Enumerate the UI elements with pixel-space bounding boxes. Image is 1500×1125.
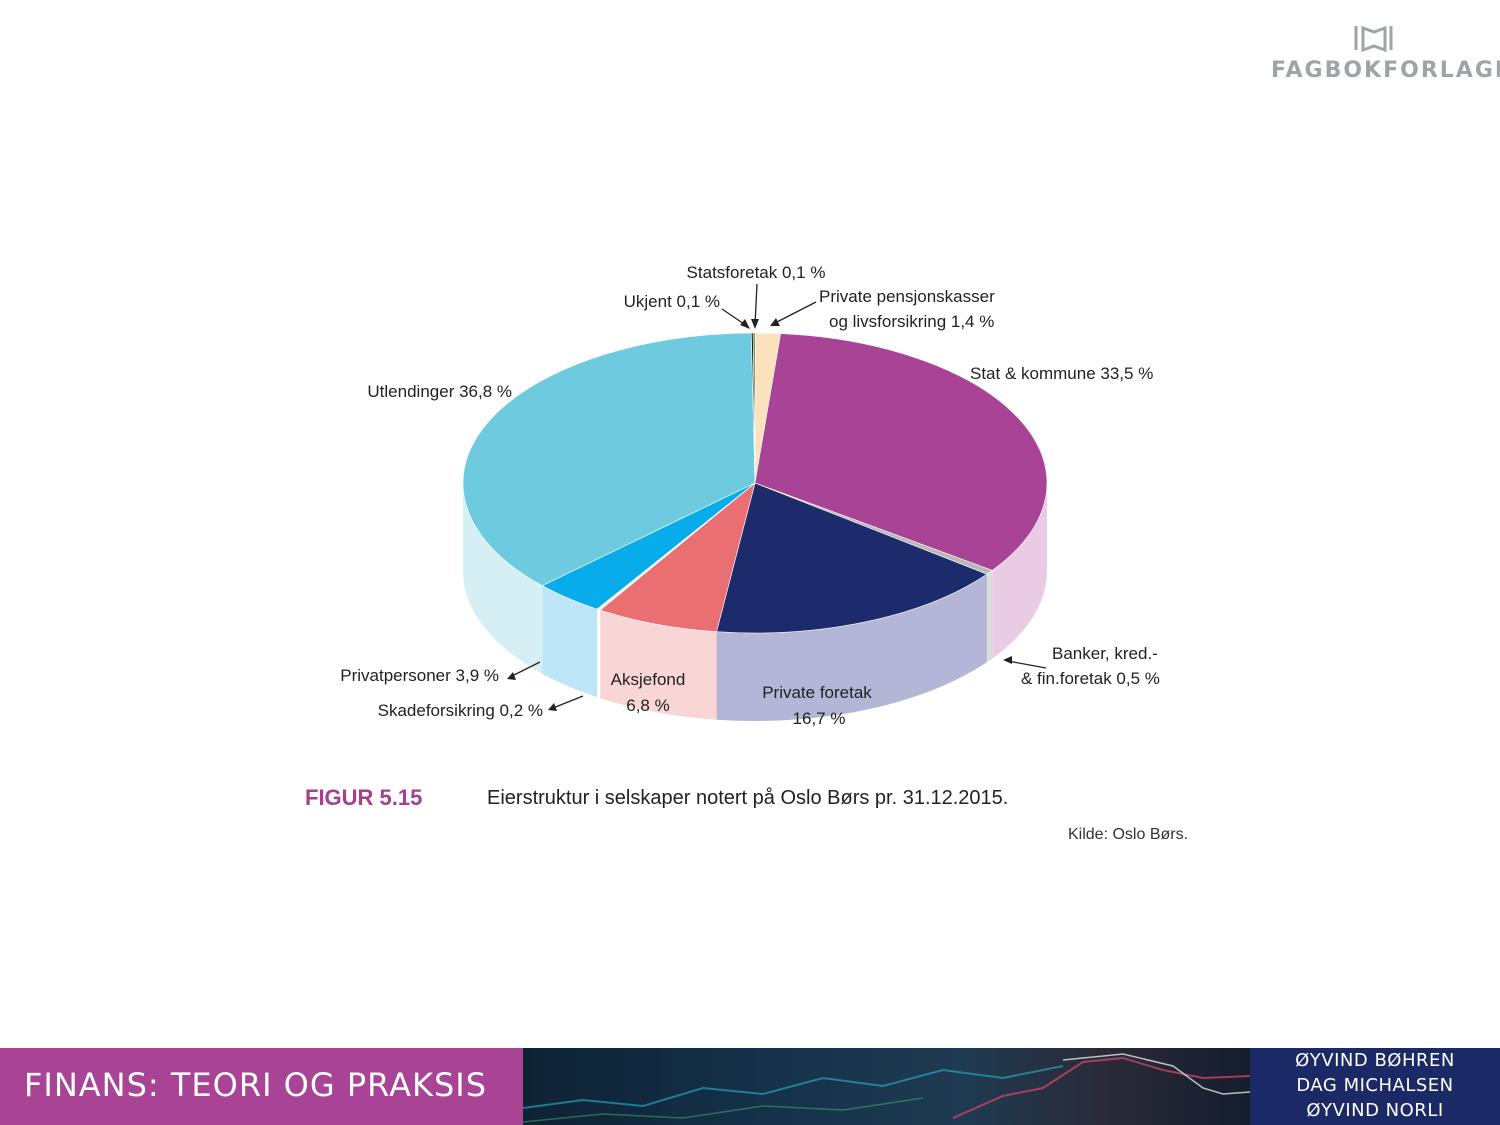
label-stat-kommune: Stat & kommune 33,5 % bbox=[970, 364, 1153, 383]
label-private-foretak-line2: 16,7 % bbox=[793, 709, 846, 728]
label-skadeforsikring: Skadeforsikring 0,2 % bbox=[378, 701, 543, 720]
arrowhead-pensjon bbox=[770, 318, 780, 326]
label-aksjefond-line2: 6,8 % bbox=[626, 696, 669, 715]
pie-side-private bbox=[716, 574, 987, 721]
pie-slice-statsforetak bbox=[752, 332, 756, 484]
arrowhead-statsforetak bbox=[751, 319, 759, 329]
pie-side-utlendinger bbox=[463, 483, 543, 674]
leader-pensjon bbox=[774, 301, 817, 324]
publisher-name: FAGBOKFORLAGET bbox=[1271, 58, 1500, 83]
pie-side-banker bbox=[986, 570, 993, 663]
footer-banner: FINANS: TEORI OG PRAKSIS ØYVIND BØHREN D… bbox=[0, 1048, 1500, 1125]
arrowhead-banker bbox=[1003, 656, 1012, 664]
label-private-pensjonskasser-line2: og livsforsikring 1,4 % bbox=[829, 312, 994, 331]
label-statsforetak: Statsforetak 0,1 % bbox=[687, 263, 826, 282]
label-private-pensjonskasser-line1: Private pensjonskasser bbox=[819, 287, 995, 306]
pie-side-privatpersoner bbox=[542, 585, 597, 698]
label-banker-line2: & fin.foretak 0,5 % bbox=[1021, 669, 1160, 688]
footer-title-block: FINANS: TEORI OG PRAKSIS bbox=[0, 1048, 523, 1125]
label-aksjefond-line1: Aksjefond bbox=[611, 670, 686, 689]
publisher-logo: FAGBOKFORLAGET bbox=[1271, 22, 1500, 83]
pie-side-skadeforsikring bbox=[596, 609, 601, 699]
author-name: DAG MICHALSEN bbox=[1296, 1075, 1454, 1096]
label-utlendinger: Utlendinger 36,8 % bbox=[367, 382, 512, 401]
authors-block: ØYVIND BØHREN DAG MICHALSEN ØYVIND NORLI bbox=[1250, 1048, 1500, 1125]
author-name: ØYVIND BØHREN bbox=[1295, 1050, 1455, 1071]
leader-banker bbox=[1007, 660, 1047, 669]
leader-statsforetak bbox=[754, 283, 758, 326]
pie-slice-stat bbox=[754, 333, 1048, 571]
arrowhead-skadeforsikring bbox=[548, 703, 557, 711]
pie-side-aksjefond bbox=[600, 610, 717, 720]
label-banker-line1: Banker, kred.- bbox=[1052, 644, 1158, 663]
book-logo-icon bbox=[1354, 25, 1392, 53]
pie-side-stat bbox=[992, 483, 1047, 659]
stock-chart-graphic bbox=[523, 1053, 1250, 1123]
author-name: ØYVIND NORLI bbox=[1306, 1100, 1444, 1121]
figure-source: Kilde: Oslo Børs. bbox=[1068, 826, 1189, 843]
pie-slice-utlendinger bbox=[462, 332, 756, 587]
label-private-foretak-line1: Private foretak bbox=[762, 683, 872, 702]
figure-caption: Eierstruktur i selskaper notert på Oslo … bbox=[487, 787, 1009, 809]
arrowhead-privatpersoner bbox=[507, 672, 516, 680]
arrowhead-ukjent bbox=[740, 319, 750, 329]
leader-privatpersoner bbox=[511, 661, 541, 677]
leader-skadeforsikring bbox=[552, 695, 584, 709]
book-title: FINANS: TEORI OG PRAKSIS bbox=[24, 1066, 487, 1104]
pie-slice-private bbox=[716, 482, 988, 634]
label-privatpersoner: Privatpersoner 3,9 % bbox=[340, 666, 499, 685]
figure-number: FIGUR 5.15 bbox=[305, 785, 423, 810]
footer-decorative-image bbox=[523, 1048, 1250, 1125]
pie-slice-aksjefond bbox=[599, 482, 756, 633]
label-ukjent: Ukjent 0,1 % bbox=[624, 292, 720, 311]
